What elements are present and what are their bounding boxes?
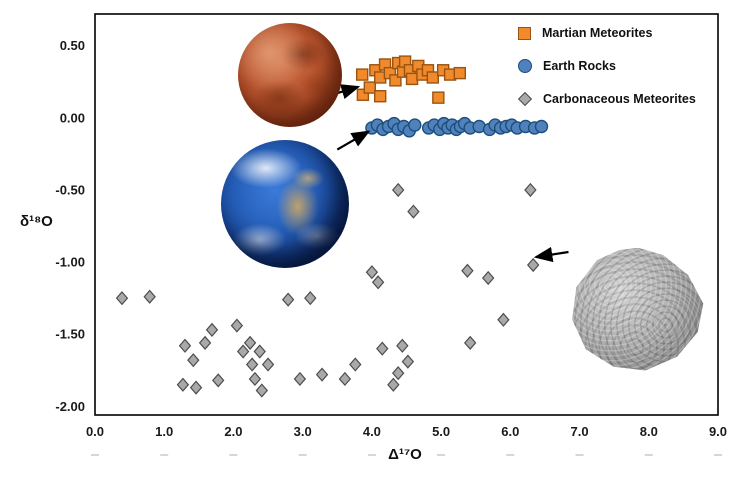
data-point-carbonaceous: [176, 377, 190, 392]
data-point-martian: [426, 71, 440, 84]
data-point-martian: [355, 68, 369, 81]
data-point-carbonaceous: [243, 335, 257, 350]
x-minor-tick: [644, 454, 653, 456]
data-point-carbonaceous: [253, 344, 266, 359]
data-point-carbonaceous: [187, 353, 200, 368]
data-point-carbonaceous: [497, 312, 510, 327]
data-point-carbonaceous: [143, 289, 156, 304]
x-minor-tick: [229, 454, 238, 456]
x-tick-label: 6.0: [501, 424, 519, 439]
y-tick-label: -1.00: [55, 255, 85, 270]
data-point-martian: [405, 72, 419, 86]
data-point-carbonaceous: [281, 292, 295, 307]
earth-arrow: [336, 130, 371, 151]
legend-label: Earth Rocks: [543, 59, 616, 73]
data-point-carbonaceous: [461, 263, 474, 278]
data-point-carbonaceous: [387, 377, 400, 392]
data-point-carbonaceous: [338, 371, 352, 387]
data-point-martian: [389, 74, 402, 87]
legend-label: Carbonaceous Meteorites: [543, 92, 696, 106]
data-point-carbonaceous: [212, 373, 225, 388]
legend-item-carbonaceous-meteorites: Carbonaceous Meteorites: [517, 89, 696, 109]
blue-circle-marker-icon: [518, 59, 532, 73]
data-point-martian: [373, 90, 387, 103]
legend-item-martian-meteorites: Martian Meteorites: [518, 23, 696, 43]
data-point-carbonaceous: [396, 338, 409, 353]
y-tick-label: 0.50: [60, 38, 85, 53]
x-minor-tick: [367, 454, 376, 456]
data-point-martian: [432, 91, 445, 104]
x-minor-tick: [506, 454, 515, 456]
x-minor-tick: [160, 454, 169, 456]
data-point-carbonaceous: [371, 275, 385, 290]
gray-diamond-marker-icon: [517, 91, 533, 107]
x-tick-label: 0.0: [86, 424, 104, 439]
x-tick-label: 7.0: [571, 424, 589, 439]
data-point-martian: [363, 81, 377, 94]
data-point-carbonaceous: [198, 335, 212, 350]
data-point-earth: [408, 118, 422, 132]
legend-item-earth-rocks: Earth Rocks: [518, 56, 696, 76]
data-point-carbonaceous: [115, 291, 129, 306]
y-tick-label: -2.00: [55, 399, 85, 414]
x-minor-tick: [714, 454, 722, 456]
data-point-carbonaceous: [524, 182, 537, 198]
data-point-carbonaceous: [481, 270, 495, 286]
x-tick-label: 2.0: [224, 424, 242, 439]
data-point-carbonaceous: [349, 357, 362, 372]
data-point-carbonaceous: [391, 366, 405, 381]
data-point-carbonaceous: [245, 357, 259, 372]
y-tick-label: -0.50: [55, 182, 85, 197]
earth-image: [221, 140, 350, 269]
data-point-carbonaceous: [365, 265, 379, 280]
data-point-carbonaceous: [255, 383, 269, 398]
y-axis-label: δ¹⁸O: [20, 213, 53, 230]
data-point-carbonaceous: [205, 322, 219, 338]
x-tick-label: 4.0: [363, 424, 381, 439]
x-axis-label: Δ¹⁷O: [388, 446, 422, 463]
data-point-carbonaceous: [391, 182, 405, 198]
data-point-carbonaceous: [401, 354, 415, 369]
data-point-carbonaceous: [526, 257, 540, 273]
data-point-carbonaceous: [315, 367, 329, 382]
x-minor-tick: [437, 454, 446, 456]
data-point-carbonaceous: [189, 380, 203, 395]
x-tick-label: 1.0: [155, 424, 173, 439]
data-point-carbonaceous: [178, 338, 192, 353]
data-point-carbonaceous: [261, 357, 275, 372]
orange-square-marker-icon: [518, 26, 531, 40]
data-point-carbonaceous: [407, 204, 420, 219]
legend: Martian Meteorites Earth Rocks Carbonace…: [517, 23, 696, 109]
data-point-martian: [453, 66, 467, 80]
plot-border: [94, 13, 719, 416]
data-point-carbonaceous: [304, 291, 317, 306]
data-point-carbonaceous: [248, 371, 262, 387]
mars-image: [238, 22, 343, 127]
x-tick-label: 8.0: [640, 424, 658, 439]
data-point-carbonaceous: [230, 318, 244, 333]
x-tick-label: 5.0: [432, 424, 450, 439]
y-tick-label: -1.50: [55, 327, 85, 342]
x-tick-label: 9.0: [709, 424, 727, 439]
x-minor-tick: [575, 454, 584, 456]
x-minor-tick: [91, 454, 99, 456]
data-point-carbonaceous: [236, 344, 250, 359]
data-point-earth: [534, 119, 549, 134]
asteroid-arrow: [533, 246, 569, 263]
data-point-carbonaceous: [376, 341, 389, 356]
legend-label: Martian Meteorites: [542, 26, 653, 40]
data-point-carbonaceous: [463, 335, 477, 350]
data-point-carbonaceous: [293, 371, 307, 387]
x-tick-label: 3.0: [294, 424, 312, 439]
y-tick-label: 0.00: [60, 110, 85, 125]
x-minor-tick: [298, 454, 307, 456]
